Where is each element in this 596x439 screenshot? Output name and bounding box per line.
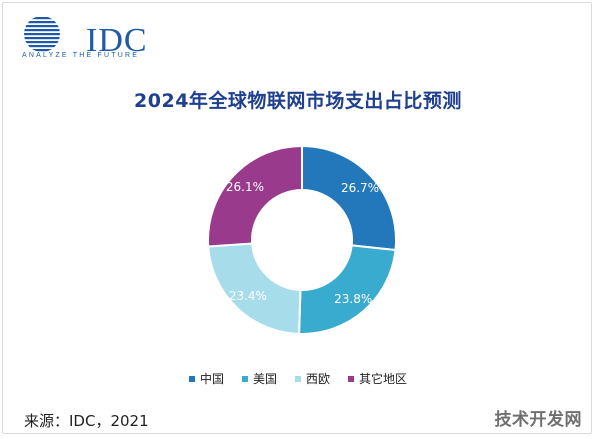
legend-swatch	[295, 375, 301, 382]
legend-swatch	[241, 375, 248, 382]
chart-legend: 中国 美国 西欧 其它地区	[0, 370, 596, 387]
globe-icon	[24, 17, 60, 52]
legend-item-china: 中国	[188, 370, 224, 387]
donut-slice-0	[301, 144, 397, 252]
donut-slice-1	[298, 244, 397, 335]
chart-title: 2024年全球物联网市场支出占比预测	[134, 90, 462, 112]
donut-slice-3	[207, 144, 303, 248]
legend-label: 美国	[252, 372, 277, 386]
legend-label: 中国	[199, 372, 224, 386]
donut-slice-2	[207, 242, 302, 335]
legend-swatch	[188, 375, 195, 382]
legend-item-usa: 美国	[241, 370, 277, 387]
chart-frame	[2, 2, 592, 434]
legend-item-other-regions: 其它地区	[348, 370, 407, 387]
legend-label: 其它地区	[359, 372, 408, 386]
source-note: 来源：IDC，2021	[24, 412, 149, 430]
watermark: 技术开发网	[494, 410, 582, 430]
slice-label-3: 26.1%	[226, 180, 264, 194]
legend-swatch	[348, 375, 355, 382]
slice-label-0: 26.7%	[341, 181, 379, 195]
logo-tagline: ANALYZE THE FUTURE	[22, 52, 140, 59]
legend-item-western-europe: 西欧	[295, 370, 330, 387]
slice-label-2: 23.4%	[229, 289, 267, 303]
legend-label: 西欧	[306, 372, 331, 386]
logo-text: IDC	[86, 22, 148, 59]
idc-logo: IDC	[22, 14, 152, 64]
slice-label-1: 23.8%	[334, 292, 372, 306]
